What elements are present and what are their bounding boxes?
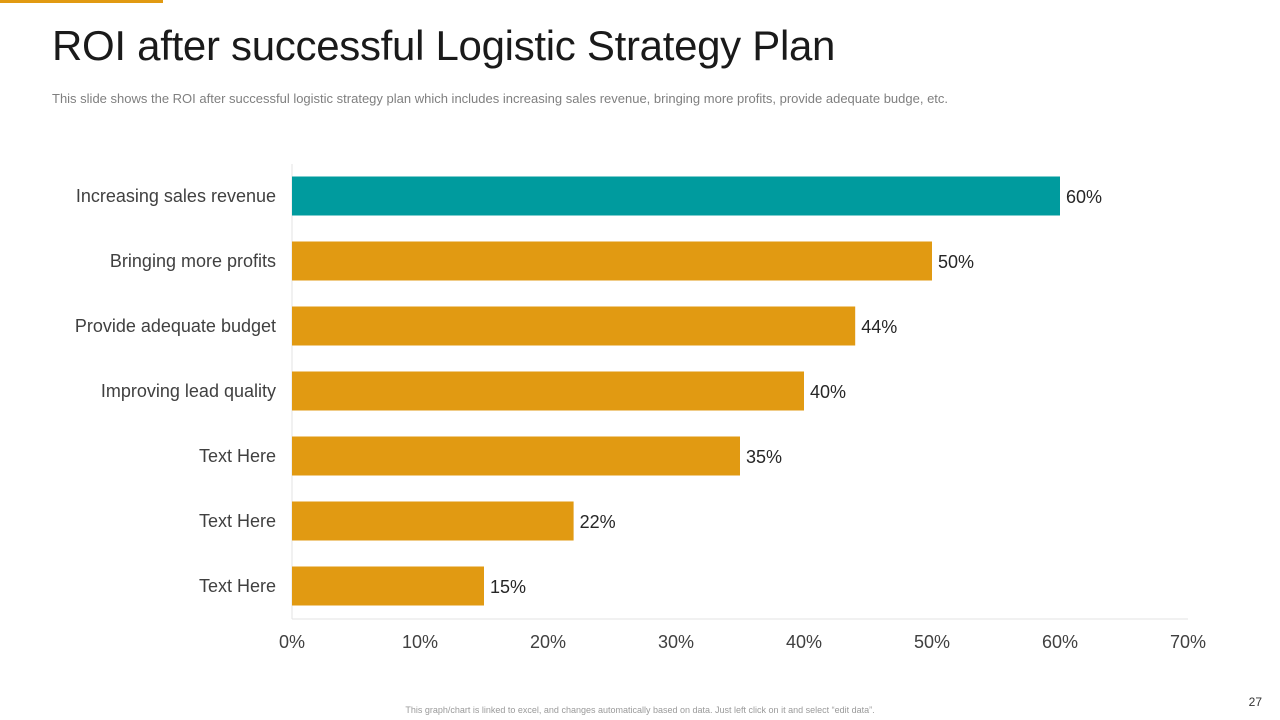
category-label: Bringing more profits [110, 251, 276, 271]
data-label: 15% [490, 577, 526, 597]
x-tick-label: 70% [1170, 632, 1206, 652]
data-label: 22% [580, 512, 616, 532]
x-tick-label: 60% [1042, 632, 1078, 652]
data-label: 50% [938, 252, 974, 272]
footer-note: This graph/chart is linked to excel, and… [405, 705, 875, 715]
bar[interactable] [292, 371, 804, 411]
category-label: Increasing sales revenue [76, 186, 276, 206]
data-label: 44% [861, 317, 897, 337]
bar[interactable] [292, 306, 856, 346]
data-label: 35% [746, 447, 782, 467]
category-label: Improving lead quality [101, 381, 276, 401]
slide-title: ROI after successful Logistic Strategy P… [52, 22, 836, 69]
bar[interactable] [292, 436, 740, 476]
data-label: 40% [810, 382, 846, 402]
x-tick-label: 30% [658, 632, 694, 652]
x-tick-label: 10% [402, 632, 438, 652]
category-label: Text Here [199, 511, 276, 531]
top-accent-bar [0, 0, 163, 3]
category-label: Text Here [199, 446, 276, 466]
bar[interactable] [292, 501, 574, 541]
page-number: 27 [1248, 695, 1262, 709]
bar[interactable] [292, 566, 484, 606]
category-label: Text Here [199, 576, 276, 596]
category-label: Provide adequate budget [75, 316, 276, 336]
slide-subtitle: This slide shows the ROI after successfu… [52, 91, 949, 106]
bar[interactable] [292, 241, 932, 281]
bar[interactable] [292, 176, 1060, 216]
data-label: 60% [1066, 187, 1102, 207]
x-tick-label: 50% [914, 632, 950, 652]
x-tick-label: 40% [786, 632, 822, 652]
x-tick-label: 0% [279, 632, 305, 652]
x-tick-label: 20% [530, 632, 566, 652]
bar-chart[interactable]: Increasing sales revenue 60% Bringing more… [0, 150, 1280, 670]
